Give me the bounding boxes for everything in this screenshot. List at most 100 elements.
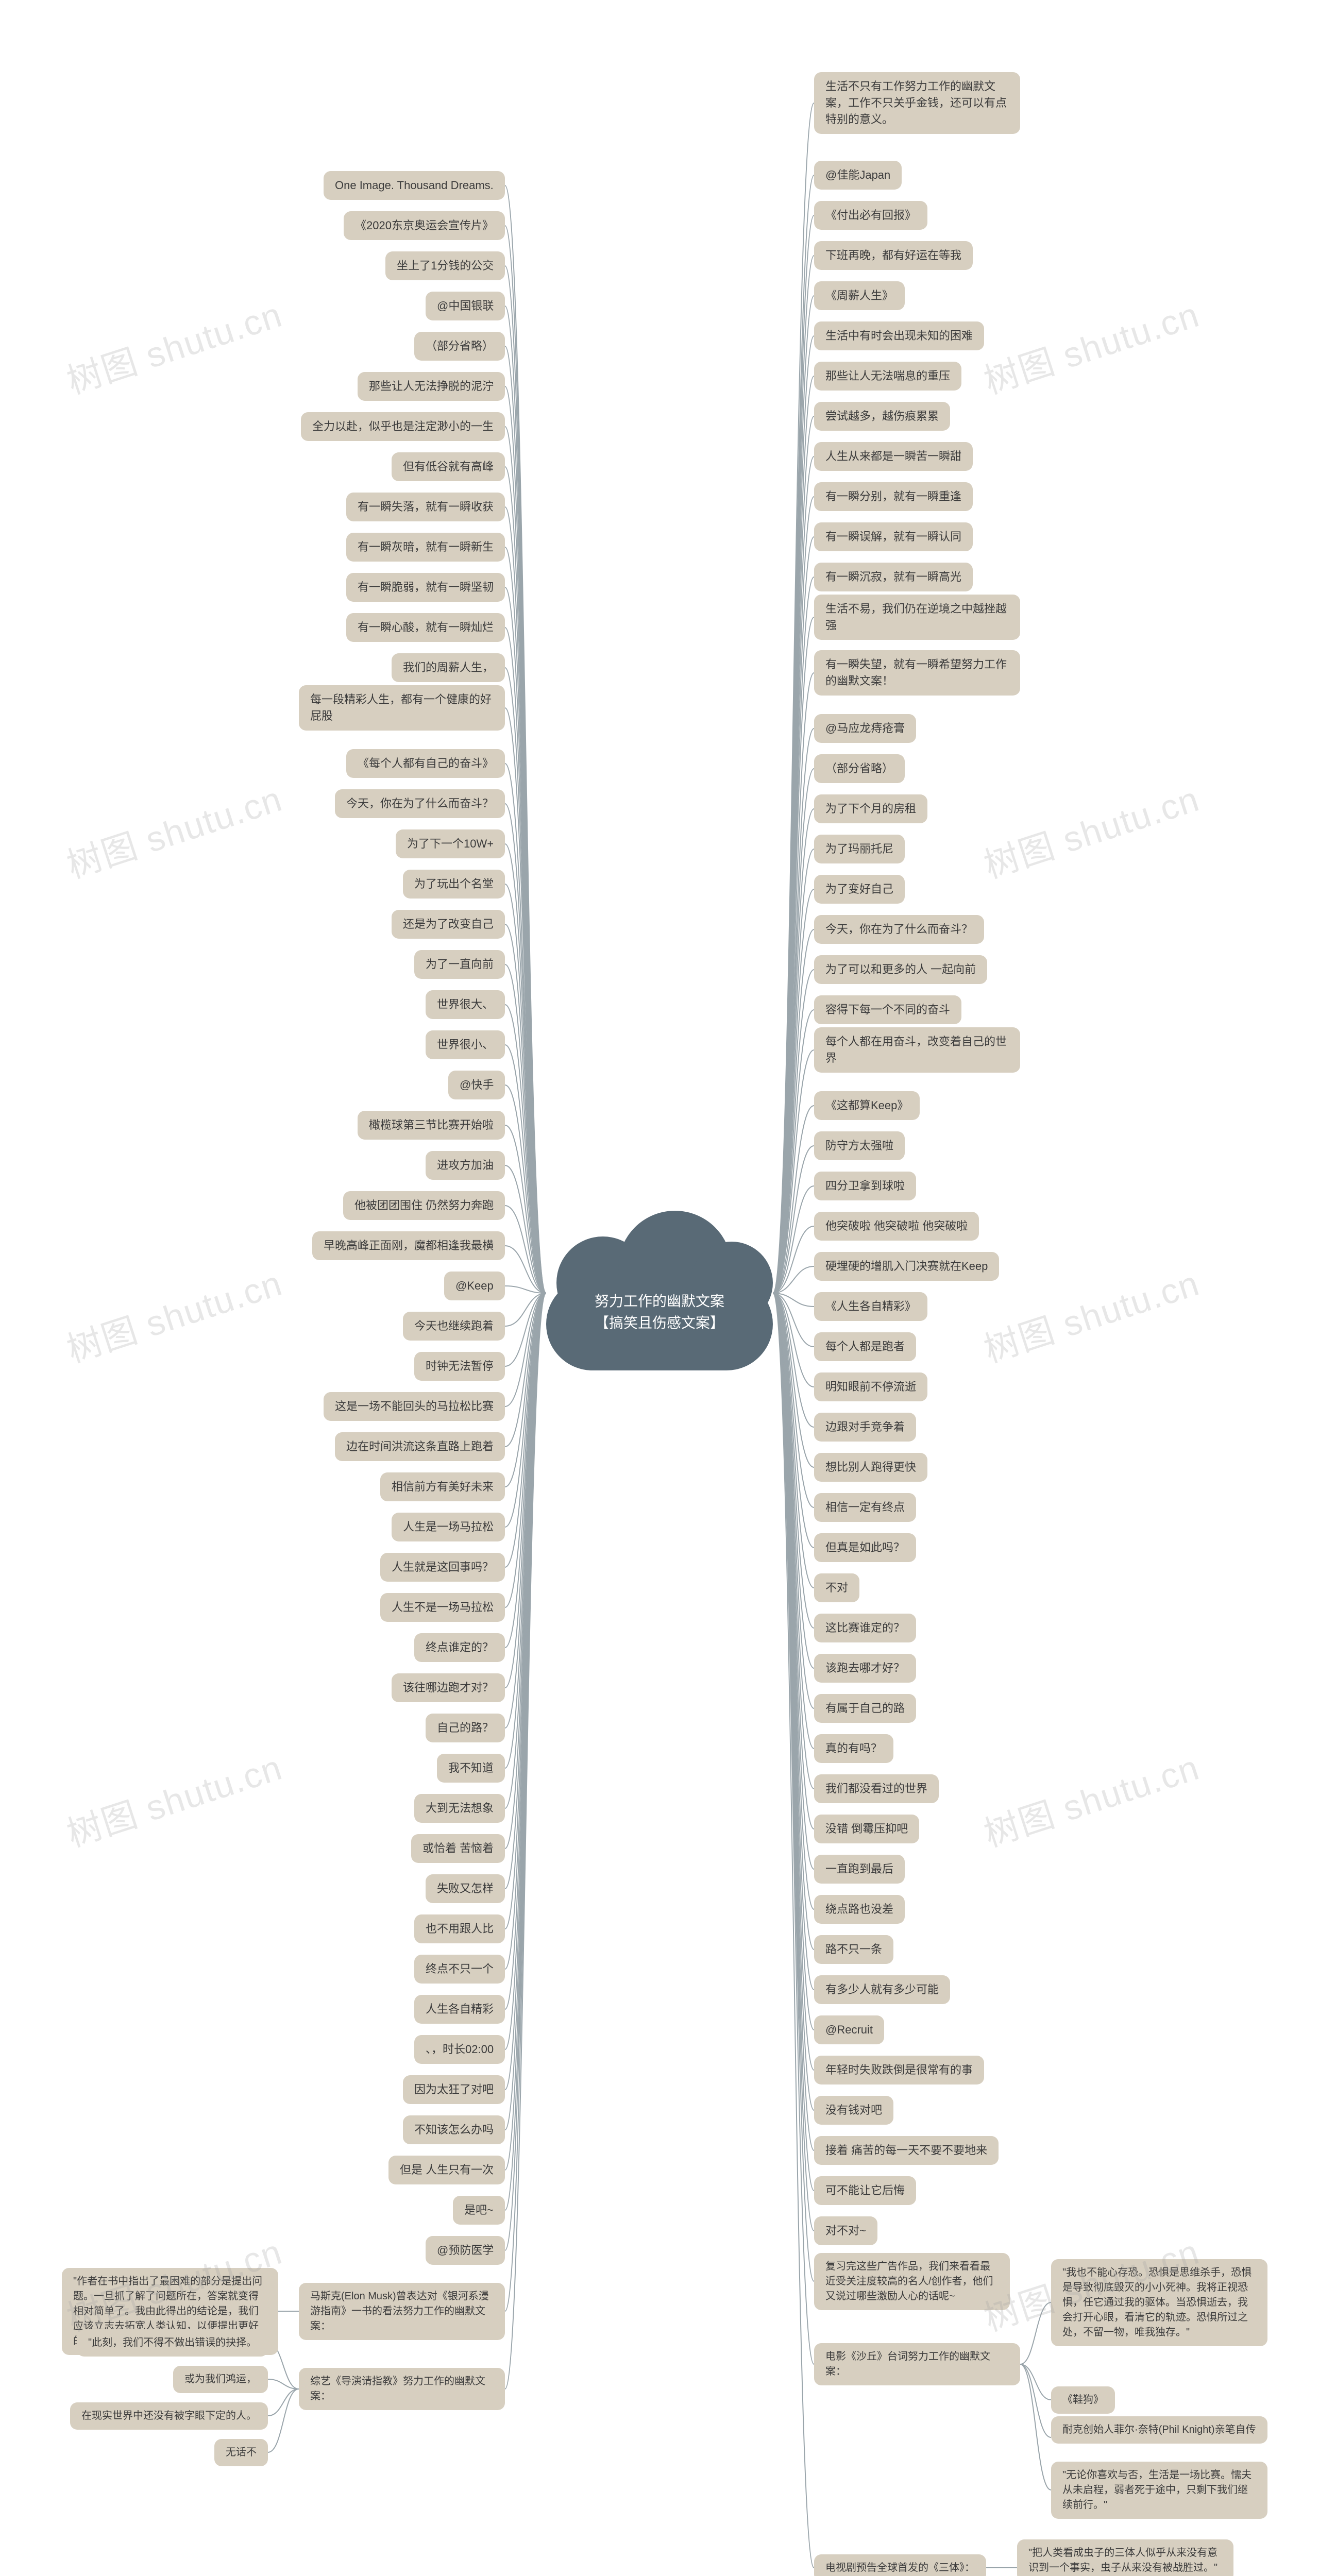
mindmap-node: 《付出必有回报》 [814,201,927,230]
watermark: 树图 shutu.cn [59,1255,288,1372]
mindmap-node: 有一瞬沉寂，就有一瞬高光 [814,563,973,591]
mindmap-node: 该跑去哪才好？ [814,1654,916,1683]
mindmap-node: 相信一定有终点 [814,1493,916,1522]
mindmap-node: 人生是一场马拉松 [392,1513,505,1541]
mindmap-node: 无话不 [214,2439,268,2466]
mindmap-node: 终点谁定的？ [414,1633,505,1662]
mindmap-node: 全力以赴，似乎也是注定渺小的一生 [301,412,505,441]
mindmap-node: 《这都算Keep》 [814,1091,920,1120]
mindmap-node: 接着 痛苦的每一天不要不要地来 [814,2136,999,2165]
mindmap-node: 但真是如此吗？ [814,1533,916,1562]
mindmap-node: 因为太狂了对吧 [403,2075,505,2104]
mindmap-node: 有一瞬失望，就有一瞬希望努力工作的幽默文案！ [814,650,1020,696]
mindmap-node: One Image. Thousand Dreams. [324,171,505,200]
mindmap-node: 防守方太强啦 [814,1131,905,1160]
mindmap-node: 或恰着 苦恼着 [411,1834,505,1863]
mindmap-node: 绕点路也没差 [814,1895,905,1924]
center-topic: 努力工作的幽默文案【搞笑且伤感文案】 [536,1206,783,1381]
mindmap-node: 边跟对手竞争着 [814,1413,916,1442]
watermark: 树图 shutu.cn [59,770,288,888]
mindmap-node: 时钟无法暂停 [414,1352,505,1381]
mindmap-node: 在现实世界中还没有被字眼下定的人。 [70,2402,268,2430]
mindmap-node: 电影《沙丘》台词努力工作的幽默文案： [814,2343,1020,2385]
mindmap-node: 耐克创始人菲尔·奈特(Phil Knight)亲笔自传 [1051,2416,1267,2444]
mindmap-node: 《2020东京奥运会宣传片》 [344,211,505,240]
mindmap-node: 但是 人生只有一次 [388,2156,505,2184]
mindmap-node: 为了变好自己 [814,875,905,904]
mindmap-node: 为了玩出个名堂 [403,870,505,899]
mindmap-node: 世界很大、 [426,990,505,1019]
mindmap-node: 我们的周薪人生， [392,653,505,682]
mindmap-node: 可不能让它后悔 [814,2176,916,2205]
mindmap-node: 有一瞬心酸，就有一瞬灿烂 [346,613,505,642]
mindmap-node: 有一瞬脆弱，就有一瞬坚韧 [346,573,505,602]
mindmap-node: 真的有吗？ [814,1734,893,1763]
mindmap-node: @Keep [444,1272,505,1300]
mindmap-node: 为了下一个10W+ [396,829,505,858]
mindmap-node: 世界很小、 [426,1030,505,1059]
mindmap-node: 对不对~ [814,2216,877,2245]
mindmap-node: 生活中有时会出现未知的困难 [814,321,984,350]
mindmap-node: "无论你喜欢与否，生活是一场比赛。懦夫从未启程，弱者死于途中，只剩下我们继续前行… [1051,2462,1267,2519]
mindmap-node: 年轻时失败跌倒是很常有的事 [814,2056,984,2084]
mindmap-node: 想比别人跑得更快 [814,1453,927,1482]
mindmap-node: 、，时长02:00 [414,2035,505,2064]
mindmap-node: 那些让人无法挣脱的泥泞 [358,372,505,401]
mindmap-node: @预防医学 [426,2236,505,2265]
mindmap-node: 该往哪边跑才对？ [392,1673,505,1702]
mindmap-node: "我也不能心存恐。恐惧是思维杀手，恐惧是导致彻底毁灭的小小死神。我将正视恐惧，任… [1051,2259,1267,2346]
mindmap-node: 早晚高峰正面刚，魔都相逢我最横 [312,1231,505,1260]
mindmap-node: 明知眼前不停流逝 [814,1372,927,1401]
mindmap-node: （部分省略） [814,754,905,783]
watermark: 树图 shutu.cn [976,1255,1205,1372]
mindmap-node: 是吧~ [453,2196,505,2225]
mindmap-node: @马应龙痔疮膏 [814,714,916,743]
mindmap-node: 为了下个月的房租 [814,794,927,823]
mindmap-node: 坐上了1分钱的公交 [385,251,505,280]
mindmap-node: 有多少人就有多少可能 [814,1975,950,2004]
mindmap-node: 我们都没看过的世界 [814,1774,939,1803]
mindmap-node: 人生各自精彩 [414,1995,505,2024]
mindmap-node: 电视剧预告全球首发的《三体》： [814,2554,986,2576]
mindmap-node: 马斯克(Elon Musk)曾表达对《银河系漫游指南》一书的看法努力工作的幽默文… [299,2283,505,2340]
mindmap-node: 每个人都在用奋斗，改变着自己的世界 [814,1027,1020,1073]
mindmap-node: 进攻方加油 [426,1151,505,1180]
mindmap-node: 没有钱对吧 [814,2096,893,2125]
mindmap-node: 失败又怎样 [426,1874,505,1903]
mindmap-node: 生活不易，我们仍在逆境之中越挫越强 [814,595,1020,640]
mindmap-node: 今天，你在为了什么而奋斗？ [335,789,505,818]
mindmap-node: 每个人都是跑者 [814,1332,916,1361]
mindmap-node: 终点不只一个 [414,1955,505,1984]
mindmap-node: @Recruit [814,2015,884,2044]
mindmap-node: 人生从来都是一瞬苦一瞬甜 [814,442,973,471]
mindmap-node: 路不只一条 [814,1935,893,1964]
watermark: 树图 shutu.cn [59,1739,288,1856]
mindmap-node: 硬埋硬的增肌入门决赛就在Keep [814,1252,999,1281]
mindmap-node: 边在时间洪流这条直路上跑着 [335,1432,505,1461]
mindmap-node: 不对 [814,1573,859,1602]
mindmap-node: 有一瞬误解，就有一瞬认同 [814,522,973,551]
mindmap-node: 尝试越多，越伤痕累累 [814,402,950,431]
mindmap-node: 人生就是这回事吗？ [380,1553,505,1582]
mindmap-node: 《人生各自精彩》 [814,1292,927,1321]
mindmap-node: 这是一场不能回头的马拉松比赛 [324,1392,505,1421]
mindmap-node: 《鞋狗》 [1051,2386,1115,2414]
mindmap-node: 橄榄球第三节比赛开始啦 [358,1111,505,1140]
mindmap-node: 有一瞬失落，就有一瞬收获 [346,493,505,521]
mindmap-node: 或为我们鸿运， [173,2366,268,2393]
mindmap-node: @中国银联 [426,292,505,320]
mindmap-node: （部分省略） [414,332,505,361]
mindmap-node: 有一瞬灰暗，就有一瞬新生 [346,533,505,562]
mindmap-node: 他被团团围住 仍然努力奔跑 [343,1191,505,1220]
watermark: 树图 shutu.cn [976,286,1205,403]
watermark: 树图 shutu.cn [59,286,288,403]
mindmap-node: 为了玛丽托尼 [814,835,905,863]
mindmap-node: 有属于自己的路 [814,1694,916,1723]
mindmap-node: 大到无法想象 [414,1794,505,1823]
mindmap-node: 每一段精彩人生，都有一个健康的好屁股 [299,685,505,731]
mindmap-node: 自己的路？ [426,1714,505,1742]
mindmap-node: 下班再晚，都有好运在等我 [814,241,973,270]
mindmap-node: 为了可以和更多的人 一起向前 [814,955,987,984]
mindmap-node: 人生不是一场马拉松 [380,1593,505,1622]
watermark: 树图 shutu.cn [976,1739,1205,1856]
